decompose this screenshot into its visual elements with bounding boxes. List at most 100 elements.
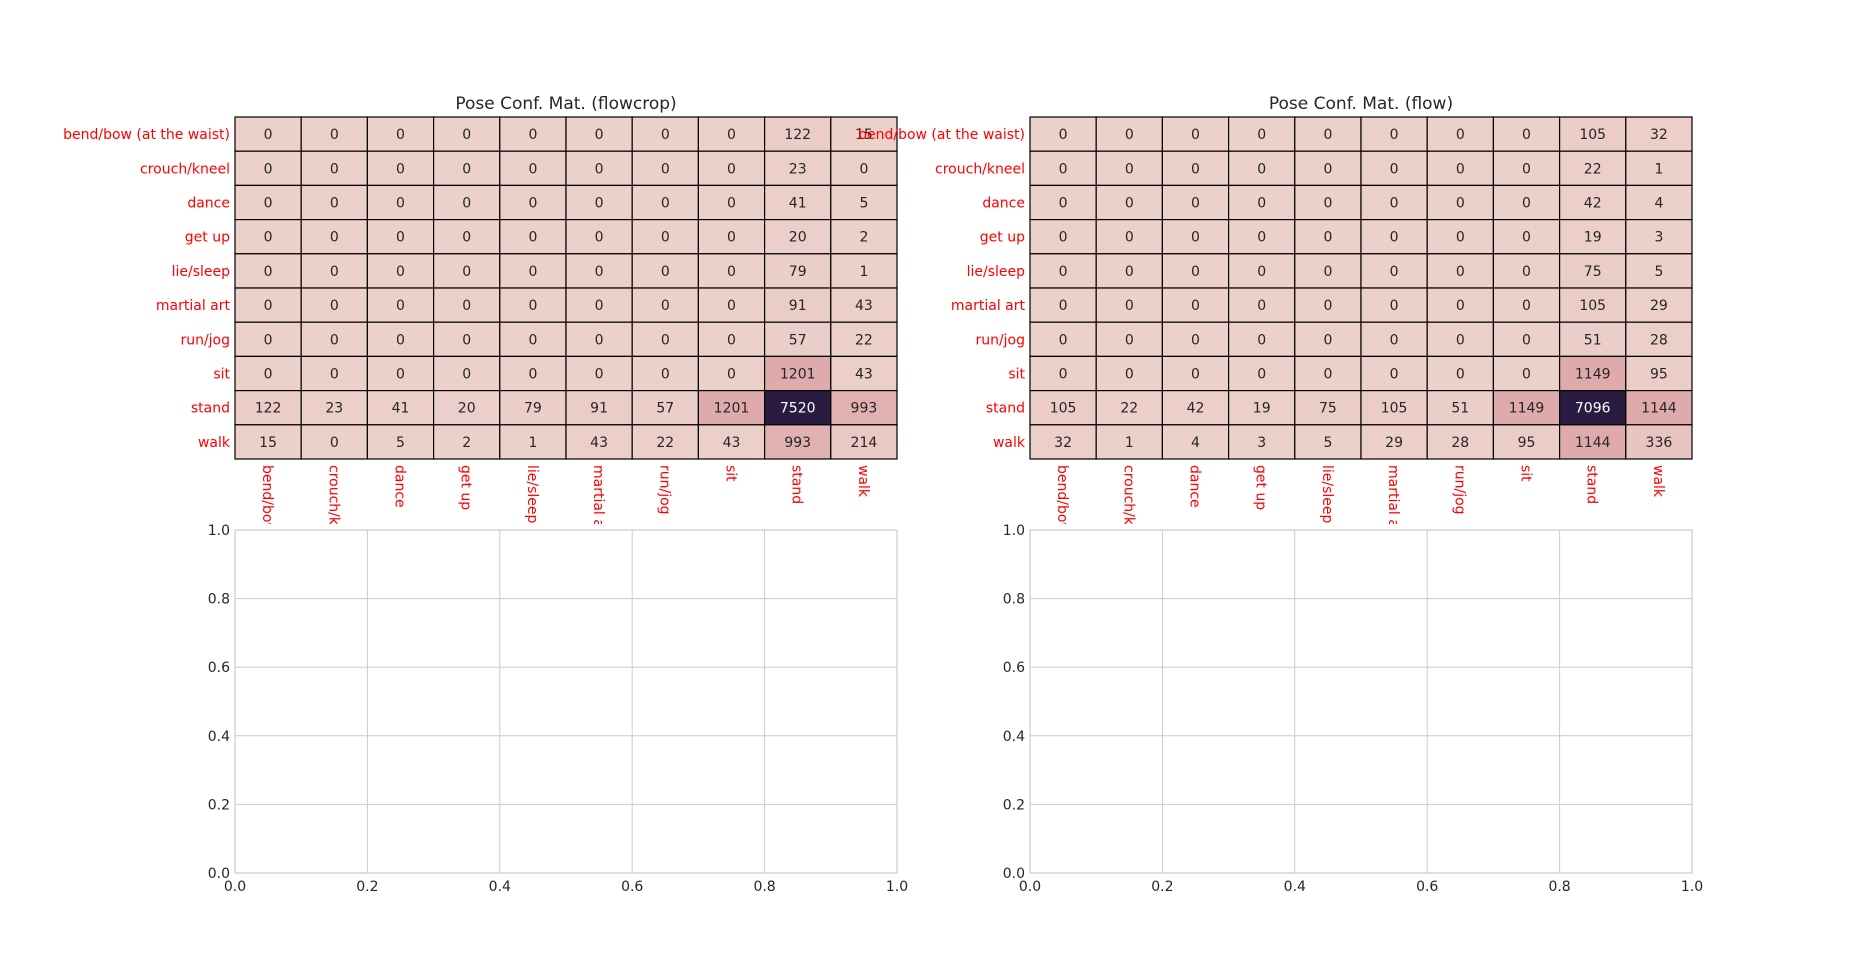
cell-value: 0 xyxy=(264,127,273,143)
cell-value: 0 xyxy=(661,298,670,314)
cell-value: 57 xyxy=(656,401,674,417)
heatmap-cell xyxy=(763,424,832,460)
cell-value: 2 xyxy=(462,435,471,451)
cell-value: 7096 xyxy=(1575,401,1611,417)
cell-value: 0 xyxy=(1059,161,1068,177)
cell-value: 0 xyxy=(1059,298,1068,314)
cell-value: 51 xyxy=(1451,401,1469,417)
cell-value: 1201 xyxy=(780,367,816,383)
cell-value: 0 xyxy=(661,332,670,348)
heatmap-cell xyxy=(234,253,302,289)
cell-value: 1149 xyxy=(1509,401,1545,417)
heatmap-cell xyxy=(763,321,832,358)
col-label: run/jog xyxy=(656,465,672,515)
cell-value: 0 xyxy=(727,264,736,280)
heatmap-cell xyxy=(499,390,567,426)
cell-value: 0 xyxy=(462,196,471,212)
x-tick-label: 0.0 xyxy=(224,879,246,895)
cell-value: 0 xyxy=(396,161,405,177)
cell-value: 0 xyxy=(330,161,339,177)
heatmap-cell xyxy=(1426,184,1494,221)
cell-value: 0 xyxy=(727,230,736,246)
cell-value: 0 xyxy=(1323,127,1332,143)
cell-value: 0 xyxy=(1323,298,1332,314)
heatmap-cell xyxy=(1161,424,1230,460)
heatmap-cell xyxy=(1360,150,1428,186)
heatmap-cell xyxy=(1558,150,1627,186)
heatmap-cell xyxy=(433,424,501,460)
heatmap-cell xyxy=(1558,355,1627,392)
cell-value: 28 xyxy=(1650,332,1668,348)
cell-value: 0 xyxy=(1125,127,1134,143)
cell-value: 51 xyxy=(1584,332,1602,348)
y-tick-label: 0.0 xyxy=(1003,866,1025,882)
heatmap-cell xyxy=(234,116,302,152)
empty-axes-right: 0.0 0.2 0.4 0.6 0.8 1.0 0.0 0.2 0.4 0.6 0.8 1.0 xyxy=(1003,523,1703,895)
cell-value: 15 xyxy=(259,435,277,451)
cell-value: 0 xyxy=(727,332,736,348)
row-label: lie/sleep xyxy=(967,264,1026,280)
heatmap-cell xyxy=(830,150,898,186)
row-label: sit xyxy=(1008,367,1025,383)
cell-value: 75 xyxy=(1319,401,1337,417)
cell-value: 0 xyxy=(1522,367,1531,383)
cell-value: 5 xyxy=(396,435,405,451)
heatmap-cell xyxy=(565,253,633,289)
cell-value: 122 xyxy=(784,127,811,143)
cell-value: 1 xyxy=(859,264,868,280)
cell-value: 105 xyxy=(1579,127,1606,143)
cell-value: 0 xyxy=(727,367,736,383)
col-label: martial a xyxy=(1385,465,1401,528)
heatmap-cell xyxy=(1492,424,1561,460)
cell-value: 0 xyxy=(661,264,670,280)
cell-value: 0 xyxy=(1191,264,1200,280)
heatmap-cell xyxy=(366,150,435,186)
cell-value: 0 xyxy=(396,230,405,246)
x-tick-label: 0.8 xyxy=(753,879,775,895)
cell-value: 0 xyxy=(1323,230,1332,246)
row-label: get up xyxy=(980,230,1025,246)
cell-value: 0 xyxy=(462,264,471,280)
cell-value: 22 xyxy=(1120,401,1138,417)
heatmap-cell xyxy=(1625,390,1693,426)
heatmap-cell xyxy=(763,390,832,426)
heatmap-cell xyxy=(763,184,832,221)
heatmap-cell xyxy=(1625,184,1693,221)
row-label: dance xyxy=(187,196,230,212)
y-tick-label: 0.2 xyxy=(208,797,230,813)
heatmap-cell xyxy=(1360,321,1428,358)
cell-value: 0 xyxy=(1456,196,1465,212)
heatmap-cell xyxy=(830,355,898,392)
cell-value: 0 xyxy=(396,196,405,212)
cell-value: 0 xyxy=(1191,230,1200,246)
heatmap-cell xyxy=(697,424,766,460)
heatmap-cell xyxy=(830,390,898,426)
heatmap-cell xyxy=(1625,150,1693,186)
chart-title: Pose Conf. Mat. (flow) xyxy=(1269,94,1453,114)
heatmap-cell xyxy=(1029,219,1097,255)
cell-value: 0 xyxy=(661,196,670,212)
cell-value: 91 xyxy=(590,401,608,417)
heatmap-cell xyxy=(1227,219,1296,255)
cell-value: 0 xyxy=(396,332,405,348)
heatmap-cell xyxy=(1426,253,1494,289)
cell-value: 0 xyxy=(264,298,273,314)
row-label: crouch/kneel xyxy=(935,161,1025,177)
cell-value: 0 xyxy=(1522,230,1531,246)
y-tick-label: 0.6 xyxy=(208,660,230,676)
heatmap-cell xyxy=(300,253,369,289)
cell-value: 0 xyxy=(595,127,604,143)
cell-value: 0 xyxy=(1456,230,1465,246)
row-label: stand xyxy=(986,401,1025,417)
cell-value: 0 xyxy=(462,161,471,177)
heatmap-cell xyxy=(300,321,369,358)
heatmap-cell xyxy=(234,150,302,186)
heatmap-cell xyxy=(1360,390,1428,426)
cell-value: 2 xyxy=(859,230,868,246)
heatmap-cell xyxy=(697,219,766,255)
row-label: bend/bow (at the waist) xyxy=(63,127,230,143)
cell-value: 0 xyxy=(1059,230,1068,246)
x-tick-label: 1.0 xyxy=(1681,879,1703,895)
cell-value: 0 xyxy=(1522,196,1531,212)
cell-value: 0 xyxy=(1059,264,1068,280)
